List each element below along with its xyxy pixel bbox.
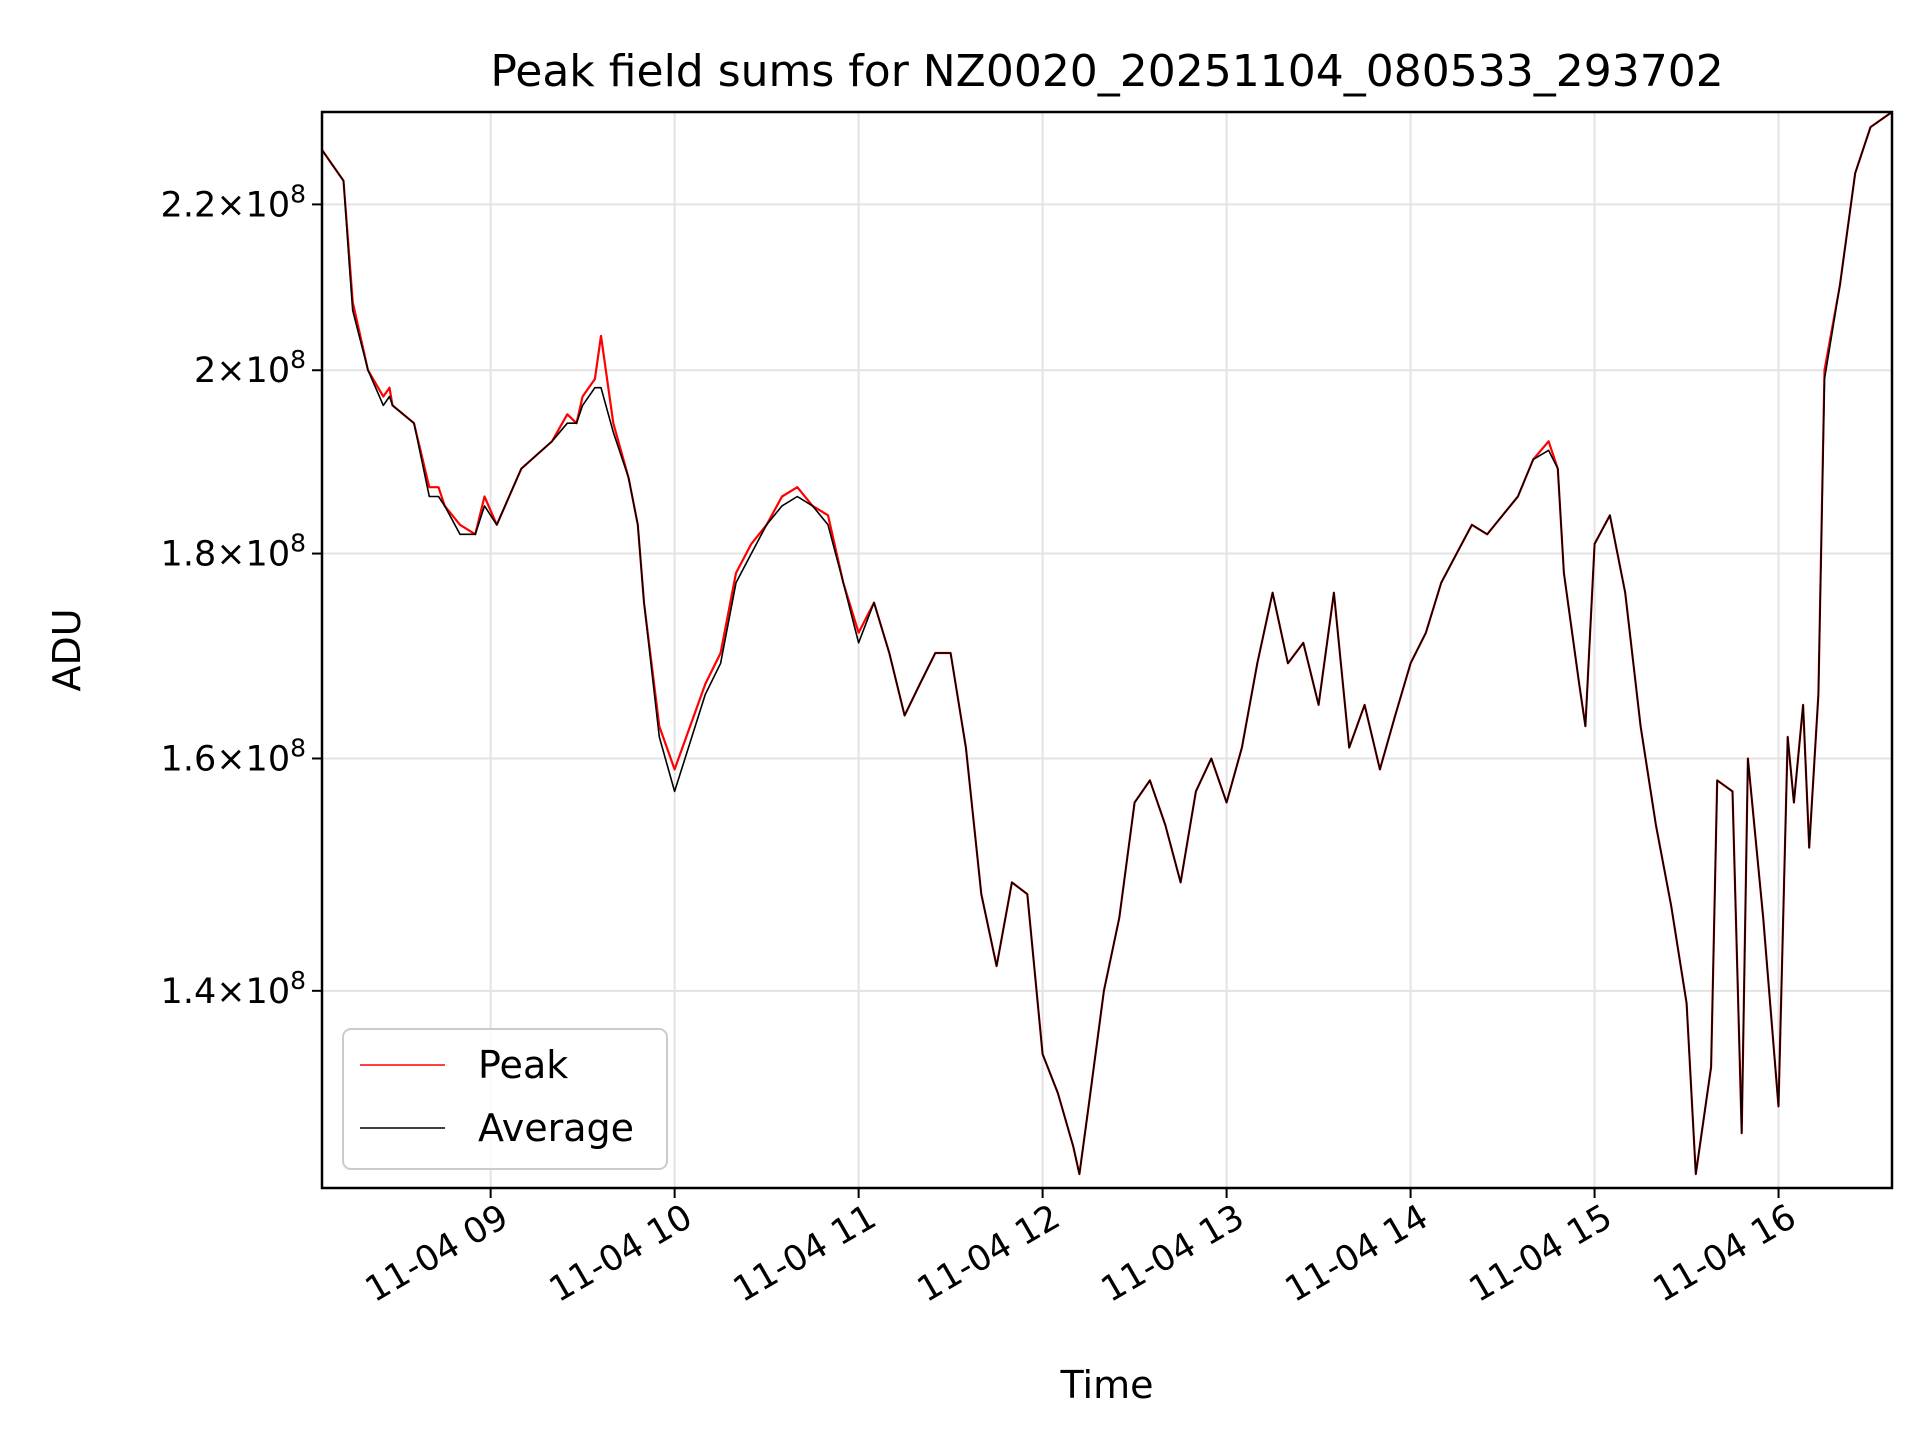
y-tick-mantissa: 1.4 bbox=[161, 972, 217, 1012]
y-tick-operator: ×10 bbox=[216, 351, 290, 391]
x-tick-label: 11-04 11 bbox=[727, 1197, 883, 1310]
series-line-average bbox=[322, 112, 1892, 1175]
x-tick-label: 11-04 15 bbox=[1463, 1197, 1619, 1310]
legend-box bbox=[342, 1028, 668, 1170]
y-tick-label: 2×108 bbox=[194, 345, 306, 391]
x-tick-label: 11-04 10 bbox=[543, 1197, 699, 1310]
grid bbox=[322, 112, 1892, 1188]
y-tick-mantissa: 1.8 bbox=[161, 535, 217, 575]
x-tick-label: 11-04 12 bbox=[911, 1197, 1067, 1310]
y-tick-operator: ×10 bbox=[216, 185, 290, 225]
y-tick-operator: ×10 bbox=[216, 739, 290, 779]
x-axis-label: Time bbox=[1060, 1363, 1154, 1407]
y-tick-label: 1.4×108 bbox=[161, 966, 306, 1012]
y-tick-mantissa: 1.6 bbox=[161, 739, 217, 779]
y-tick-exponent: 8 bbox=[290, 179, 306, 208]
y-tick-label: 1.8×108 bbox=[161, 529, 306, 575]
legend-label-peak: Peak bbox=[478, 1043, 568, 1087]
y-tick-label: 2.2×108 bbox=[161, 179, 306, 225]
series-line-peak bbox=[322, 112, 1892, 1176]
y-tick-exponent: 8 bbox=[290, 733, 306, 762]
chart-title: Peak field sums for NZ0020_20251104_0805… bbox=[490, 46, 1723, 97]
plot-frame bbox=[320, 110, 1894, 1190]
y-tick-operator: ×10 bbox=[216, 535, 290, 575]
x-tick-label: 11-04 16 bbox=[1647, 1197, 1803, 1310]
y-tick-operator: ×10 bbox=[216, 972, 290, 1012]
x-tick-label: 11-04 14 bbox=[1279, 1197, 1435, 1310]
y-tick-exponent: 8 bbox=[290, 529, 306, 558]
legend: Peak Average bbox=[342, 1028, 668, 1170]
series-layer bbox=[322, 112, 1892, 1176]
legend-label-average: Average bbox=[478, 1106, 634, 1150]
y-tick-mantissa: 2 bbox=[194, 351, 216, 391]
y-tick-exponent: 8 bbox=[290, 345, 306, 374]
x-tick-label: 11-04 09 bbox=[359, 1197, 515, 1310]
y-tick-exponent: 8 bbox=[290, 966, 306, 995]
x-tick-label: 11-04 13 bbox=[1095, 1197, 1251, 1310]
y-tick-label: 1.6×108 bbox=[161, 733, 306, 779]
y-tick-mantissa: 2.2 bbox=[161, 185, 217, 225]
x-axis-ticks: 11-04 09 11-04 10 11-04 11 11-04 12 11-04 13… bbox=[359, 1188, 1803, 1310]
y-axis-label: ADU bbox=[45, 608, 89, 691]
